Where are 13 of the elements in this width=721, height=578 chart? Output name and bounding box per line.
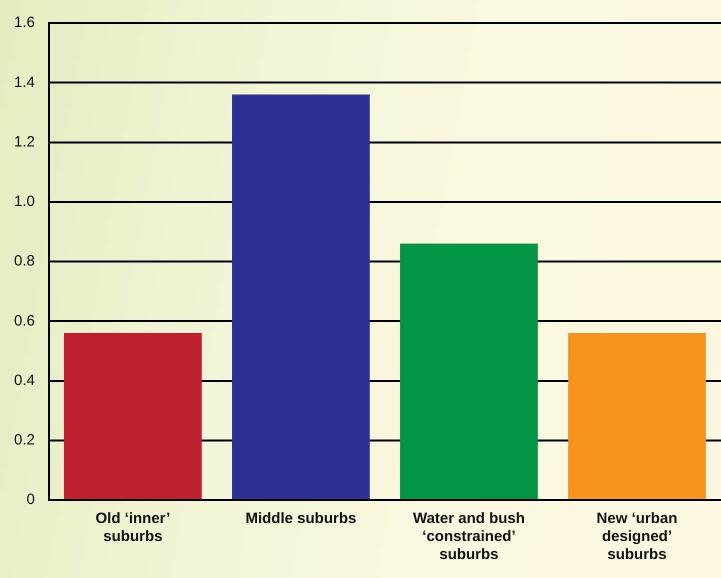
y-tick-label: 0.4: [14, 372, 35, 389]
x-tick-label: Water and bush ‘constrained’ suburbs: [412, 510, 525, 564]
x-tick-label: New ‘urban designed’ suburbs: [596, 510, 678, 564]
y-tick-label: 0: [26, 491, 35, 508]
y-tick-label: 1.2: [14, 133, 35, 150]
x-tick-label: Middle suburbs: [245, 510, 356, 528]
x-tick-label: Old ‘inner’ suburbs: [96, 510, 170, 546]
y-tick-label: 1.6: [14, 14, 35, 32]
y-tick-label: 0.8: [14, 252, 35, 270]
y-tick-label: 0.2: [14, 432, 35, 449]
y-tick-label: 1.4: [14, 74, 35, 91]
y-tick-label: 1.0: [14, 193, 35, 210]
y-tick-label: 0.6: [14, 312, 35, 330]
